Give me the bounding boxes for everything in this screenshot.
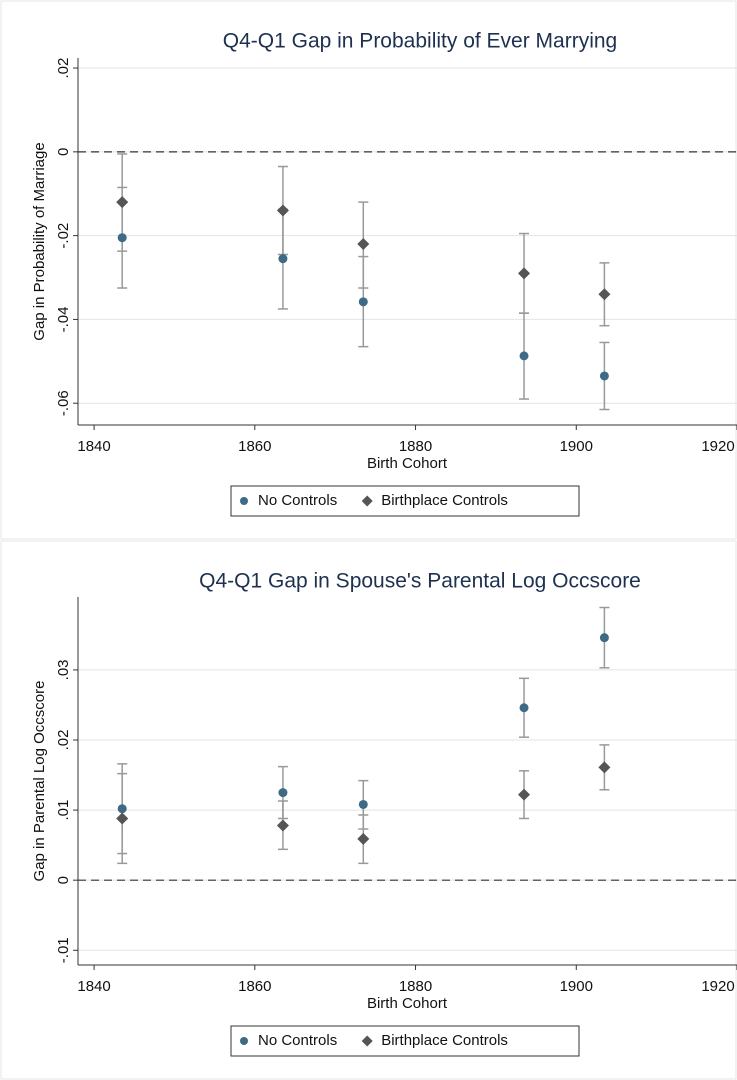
- x-tick-label: 1840: [77, 438, 110, 455]
- y-tick-label: .03: [55, 659, 72, 680]
- y-tick-label: -.04: [55, 306, 72, 332]
- circle-marker: [358, 297, 368, 307]
- y-tick-label: .01: [55, 800, 72, 821]
- circle-marker: [519, 351, 529, 361]
- diamond-marker: [598, 761, 611, 774]
- diamond-marker: [276, 819, 289, 832]
- x-tick-label: 1880: [399, 978, 432, 995]
- y-axis-label: Gap in Parental Log Occscore: [31, 681, 48, 882]
- panel-background: [0, 0, 737, 540]
- x-tick-label: 1860: [238, 438, 271, 455]
- x-tick-label: 1920: [701, 438, 734, 455]
- y-tick-label: -.06: [55, 390, 72, 416]
- diamond-marker: [518, 267, 531, 280]
- x-tick-label: 1840: [77, 978, 110, 995]
- circle-marker: [278, 254, 288, 264]
- circle-marker: [599, 371, 609, 381]
- circle-marker: [278, 788, 288, 798]
- chart-title: Q4-Q1 Gap in Probability of Ever Marryin…: [223, 30, 618, 53]
- circle-marker: [240, 1037, 248, 1045]
- x-tick-label: 1860: [238, 978, 271, 995]
- diamond-marker: [361, 495, 373, 507]
- diamond-marker: [116, 196, 129, 209]
- y-tick-label: -.01: [55, 937, 72, 963]
- legend-label: Birthplace Controls: [381, 492, 508, 509]
- x-tick-label: 1900: [560, 978, 593, 995]
- y-tick-label: 0: [55, 876, 72, 884]
- y-tick-label: -.02: [55, 223, 72, 249]
- circle-marker: [117, 804, 127, 814]
- circle-marker: [519, 703, 529, 713]
- x-axis-label: Birth Cohort: [367, 455, 448, 472]
- diamond-marker: [518, 788, 531, 801]
- diamond-marker: [357, 238, 370, 251]
- diamond-marker: [357, 832, 370, 845]
- legend-label: No Controls: [258, 1032, 337, 1049]
- y-tick-label: .02: [55, 58, 72, 79]
- chart-title: Q4-Q1 Gap in Spouse's Parental Log Occsc…: [199, 570, 641, 593]
- circle-marker: [240, 497, 248, 505]
- legend-box: [230, 485, 580, 517]
- diamond-marker: [361, 1035, 373, 1047]
- x-tick-label: 1880: [399, 438, 432, 455]
- legend-label: No Controls: [258, 492, 337, 509]
- legend-label: Birthplace Controls: [381, 1032, 508, 1049]
- diamond-marker: [598, 288, 611, 301]
- circle-marker: [117, 233, 127, 243]
- legend-box: [230, 1025, 580, 1057]
- y-tick-label: 0: [55, 148, 72, 156]
- circle-marker: [599, 633, 609, 643]
- circle-marker: [358, 799, 368, 809]
- y-axis-label: Gap in Probability of Marriage: [31, 142, 48, 340]
- y-tick-label: .02: [55, 730, 72, 751]
- x-axis-label: Birth Cohort: [367, 995, 448, 1012]
- x-tick-label: 1900: [560, 438, 593, 455]
- diamond-marker: [276, 204, 289, 217]
- diamond-marker: [116, 812, 129, 825]
- x-tick-label: 1920: [701, 978, 734, 995]
